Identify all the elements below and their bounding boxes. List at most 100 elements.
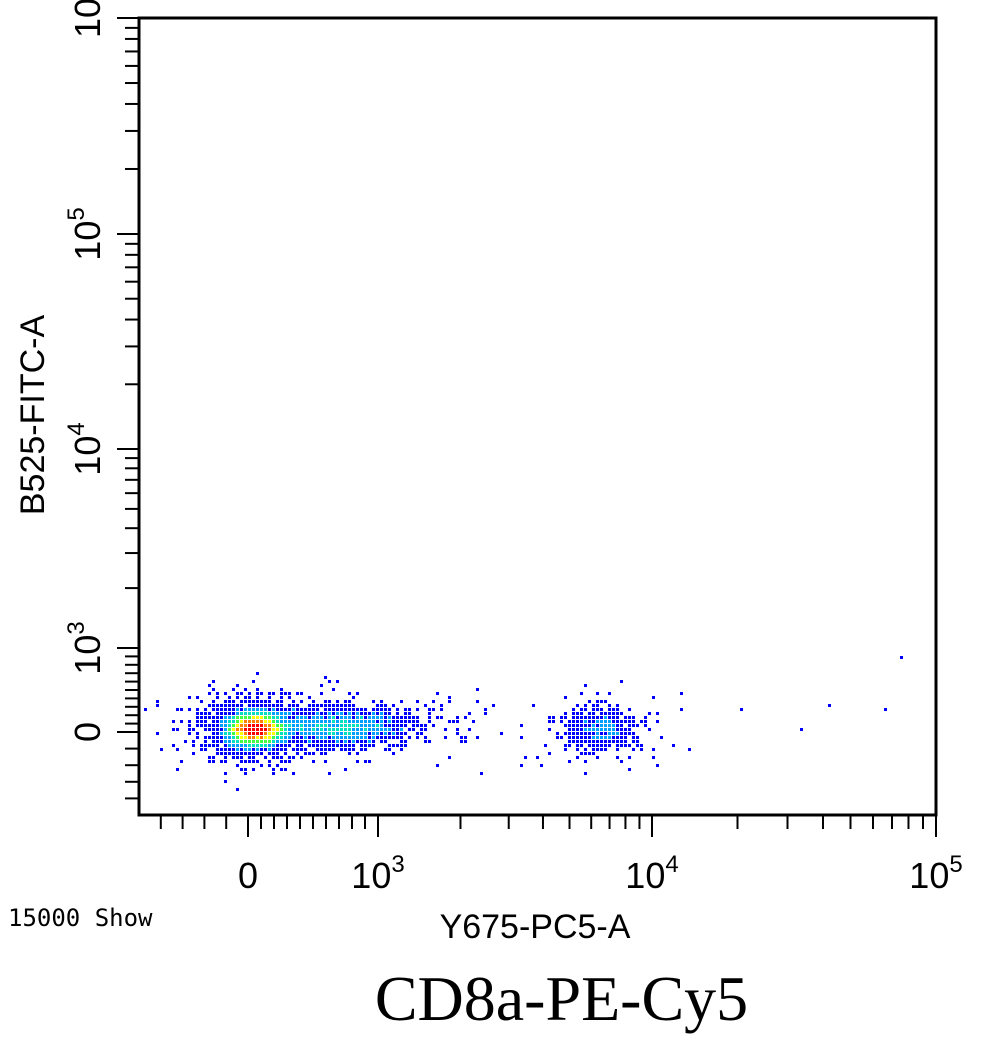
event-dot <box>220 740 223 743</box>
event-dot <box>216 708 219 711</box>
event-dot <box>304 740 307 743</box>
event-dot <box>480 772 483 775</box>
event-dot <box>348 752 351 755</box>
event-dot <box>284 724 287 727</box>
event-dot <box>484 708 487 711</box>
event-dot <box>280 748 283 751</box>
event-dot <box>560 720 563 723</box>
event-dot <box>340 736 343 739</box>
event-dot <box>608 732 611 735</box>
event-dot <box>584 772 587 775</box>
event-dot <box>228 728 231 731</box>
event-dot <box>364 748 367 751</box>
event-dot <box>592 748 595 751</box>
event-dot <box>332 716 335 719</box>
event-dot <box>348 736 351 739</box>
event-dot <box>620 736 623 739</box>
event-dot <box>632 736 635 739</box>
event-dot <box>268 732 271 735</box>
event-dot <box>264 724 267 727</box>
event-dot <box>208 704 211 707</box>
event-dot <box>600 700 603 703</box>
event-dot <box>280 716 283 719</box>
event-dot <box>356 720 359 723</box>
event-dot <box>636 736 639 739</box>
event-dot <box>632 748 635 751</box>
event-dot <box>236 732 239 735</box>
event-dot <box>256 728 259 731</box>
event-dot <box>392 752 395 755</box>
event-dot <box>192 740 195 743</box>
y-tick-label: 103 <box>63 621 108 674</box>
event-dot <box>256 732 259 735</box>
event-dot <box>212 680 215 683</box>
event-dot <box>268 720 271 723</box>
event-dot <box>248 756 251 759</box>
event-dot <box>264 736 267 739</box>
event-dot <box>368 712 371 715</box>
event-dot <box>568 760 571 763</box>
event-dot <box>348 748 351 751</box>
event-dot <box>580 712 583 715</box>
event-dot <box>396 712 399 715</box>
event-dot <box>188 696 191 699</box>
event-dot <box>656 720 659 723</box>
event-dot <box>292 740 295 743</box>
event-dot <box>224 772 227 775</box>
event-dot <box>344 728 347 731</box>
event-dot <box>336 728 339 731</box>
event-dot <box>240 756 243 759</box>
event-dot <box>264 708 267 711</box>
event-dot <box>576 724 579 727</box>
event-dot <box>284 736 287 739</box>
event-dot <box>576 740 579 743</box>
event-dot <box>240 704 243 707</box>
event-dot <box>244 708 247 711</box>
event-dot <box>360 712 363 715</box>
event-dot <box>204 744 207 747</box>
event-dot <box>616 716 619 719</box>
event-dot <box>312 712 315 715</box>
event-dot <box>568 736 571 739</box>
event-dot <box>240 744 243 747</box>
event-dot <box>524 756 527 759</box>
event-dot <box>212 716 215 719</box>
event-dot <box>268 740 271 743</box>
event-dot <box>236 712 239 715</box>
event-dot <box>384 704 387 707</box>
event-dot <box>296 692 299 695</box>
event-dot <box>268 728 271 731</box>
event-dot <box>248 728 251 731</box>
event-dot <box>324 728 327 731</box>
event-dot <box>280 744 283 747</box>
event-dot <box>376 736 379 739</box>
event-dot <box>308 708 311 711</box>
event-dot <box>208 728 211 731</box>
event-dot <box>616 744 619 747</box>
event-dot <box>204 724 207 727</box>
event-dot <box>648 712 651 715</box>
event-dot <box>428 708 431 711</box>
event-dot <box>236 740 239 743</box>
x-tick-label: 103 <box>351 851 404 896</box>
event-dot <box>216 740 219 743</box>
event-dot <box>260 764 263 767</box>
event-dot <box>300 716 303 719</box>
event-dot <box>244 736 247 739</box>
event-dot <box>364 712 367 715</box>
event-dot <box>240 700 243 703</box>
event-dot <box>344 740 347 743</box>
event-dot <box>292 704 295 707</box>
event-dot <box>288 736 291 739</box>
event-dot <box>240 728 243 731</box>
event-dot <box>344 716 347 719</box>
event-dot <box>308 704 311 707</box>
event-dot <box>240 720 243 723</box>
event-dot <box>264 700 267 703</box>
y-tick-label: 104 <box>63 422 108 475</box>
event-dot <box>236 736 239 739</box>
event-dot <box>268 708 271 711</box>
event-dot <box>284 732 287 735</box>
event-dot <box>320 728 323 731</box>
event-dot <box>188 724 191 727</box>
